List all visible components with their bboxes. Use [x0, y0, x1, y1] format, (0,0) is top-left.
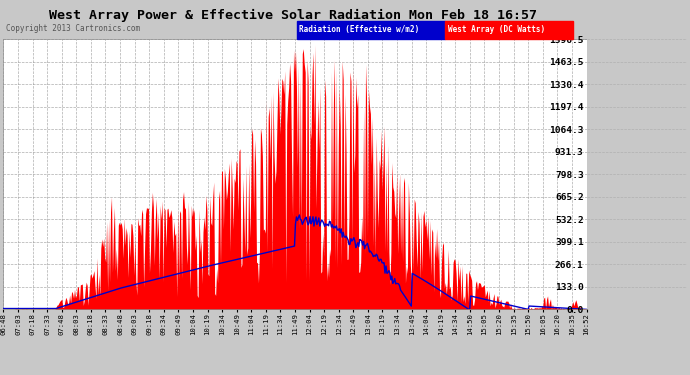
Text: West Array (DC Watts): West Array (DC Watts) [448, 25, 545, 34]
Text: Copyright 2013 Cartronics.com: Copyright 2013 Cartronics.com [6, 24, 139, 33]
Text: West Array Power & Effective Solar Radiation Mon Feb 18 16:57: West Array Power & Effective Solar Radia… [49, 9, 538, 22]
Text: Radiation (Effective w/m2): Radiation (Effective w/m2) [299, 25, 420, 34]
